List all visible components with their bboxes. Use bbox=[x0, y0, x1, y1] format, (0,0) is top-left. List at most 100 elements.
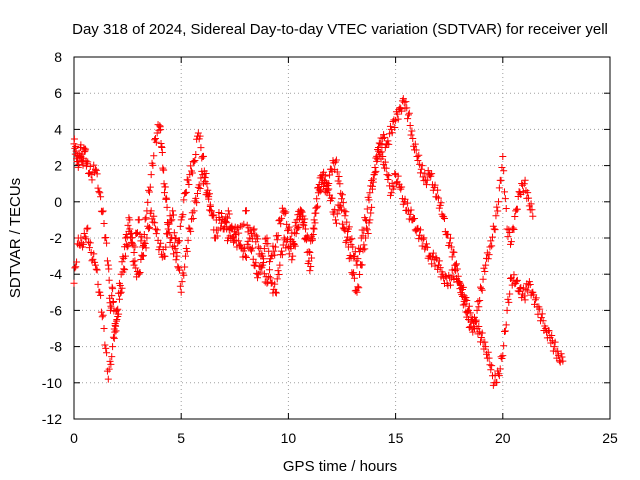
data-point bbox=[273, 236, 281, 244]
data-point bbox=[121, 243, 129, 251]
data-point bbox=[501, 195, 509, 203]
data-point bbox=[252, 259, 260, 267]
data-point bbox=[212, 216, 220, 224]
data-point bbox=[488, 362, 496, 370]
y-tick-label: -2 bbox=[50, 230, 63, 246]
data-point bbox=[371, 169, 379, 177]
data-point bbox=[316, 187, 324, 195]
data-point bbox=[113, 315, 121, 323]
data-point bbox=[444, 230, 452, 238]
data-point bbox=[482, 261, 490, 269]
data-point bbox=[498, 355, 506, 363]
data-point bbox=[382, 164, 390, 172]
data-point bbox=[484, 348, 492, 356]
data-point bbox=[452, 260, 460, 268]
data-point bbox=[191, 157, 199, 164]
data-point bbox=[467, 317, 475, 325]
data-point bbox=[257, 262, 265, 270]
data-point bbox=[140, 239, 148, 247]
data-point bbox=[513, 276, 521, 284]
data-point bbox=[333, 210, 341, 218]
data-point bbox=[120, 265, 128, 273]
data-point bbox=[233, 243, 241, 251]
data-point bbox=[378, 148, 386, 156]
data-point bbox=[551, 338, 559, 346]
data-point bbox=[358, 261, 366, 269]
data-point bbox=[201, 178, 209, 186]
data-point bbox=[297, 207, 305, 215]
data-point bbox=[374, 144, 382, 151]
data-point bbox=[335, 173, 343, 181]
data-point bbox=[277, 220, 285, 228]
data-point bbox=[366, 189, 374, 197]
data-point bbox=[192, 194, 200, 202]
data-point bbox=[504, 233, 512, 241]
data-point bbox=[413, 225, 421, 233]
data-point bbox=[516, 285, 524, 293]
data-point bbox=[160, 166, 168, 174]
data-point bbox=[235, 229, 243, 237]
data-point bbox=[150, 152, 158, 160]
data-point bbox=[525, 278, 533, 286]
data-point bbox=[278, 214, 286, 222]
data-point bbox=[539, 317, 547, 325]
data-point bbox=[295, 223, 303, 231]
data-point bbox=[282, 208, 290, 216]
data-point bbox=[497, 353, 505, 361]
data-point bbox=[103, 349, 111, 357]
data-point bbox=[311, 219, 319, 227]
data-point bbox=[383, 171, 391, 179]
data-point bbox=[537, 314, 545, 322]
data-point bbox=[176, 222, 184, 230]
data-point bbox=[132, 264, 140, 272]
data-point bbox=[153, 226, 161, 234]
data-point bbox=[70, 279, 78, 287]
data-point bbox=[344, 233, 352, 241]
data-point bbox=[475, 303, 483, 311]
data-point bbox=[477, 283, 485, 291]
data-point bbox=[355, 244, 363, 252]
data-point bbox=[398, 183, 406, 191]
data-point bbox=[180, 271, 188, 279]
data-point bbox=[520, 292, 528, 300]
data-point bbox=[145, 224, 153, 232]
data-point bbox=[436, 264, 444, 272]
data-point bbox=[131, 243, 139, 251]
data-point bbox=[388, 179, 396, 187]
x-axis-title: GPS time / hours bbox=[283, 458, 397, 475]
data-point bbox=[190, 207, 198, 215]
data-point bbox=[185, 181, 193, 189]
data-point bbox=[102, 344, 110, 352]
data-point bbox=[313, 204, 321, 212]
data-point bbox=[477, 285, 485, 293]
data-point bbox=[383, 140, 391, 148]
data-point bbox=[177, 216, 185, 224]
data-point bbox=[169, 211, 177, 219]
data-point bbox=[213, 232, 221, 240]
data-point bbox=[314, 202, 322, 210]
data-point bbox=[131, 257, 139, 265]
data-point bbox=[209, 212, 217, 220]
data-point bbox=[342, 208, 350, 216]
data-point bbox=[525, 194, 533, 202]
data-point bbox=[264, 240, 272, 248]
data-point bbox=[84, 224, 92, 232]
data-point bbox=[420, 234, 428, 242]
data-point bbox=[126, 216, 134, 224]
data-point bbox=[292, 230, 300, 238]
data-point bbox=[456, 285, 464, 293]
data-point bbox=[404, 115, 412, 123]
data-point bbox=[141, 240, 149, 248]
y-axis-title: SDTVAR / TECUs bbox=[7, 178, 24, 298]
data-point bbox=[206, 206, 214, 214]
data-point bbox=[126, 225, 134, 233]
data-point bbox=[147, 207, 155, 215]
data-point bbox=[274, 232, 282, 240]
data-point bbox=[199, 152, 207, 160]
data-point bbox=[280, 234, 288, 242]
data-point bbox=[501, 188, 509, 196]
data-point bbox=[179, 211, 187, 219]
data-point bbox=[146, 183, 154, 191]
data-point bbox=[290, 229, 298, 237]
data-point bbox=[396, 104, 404, 112]
